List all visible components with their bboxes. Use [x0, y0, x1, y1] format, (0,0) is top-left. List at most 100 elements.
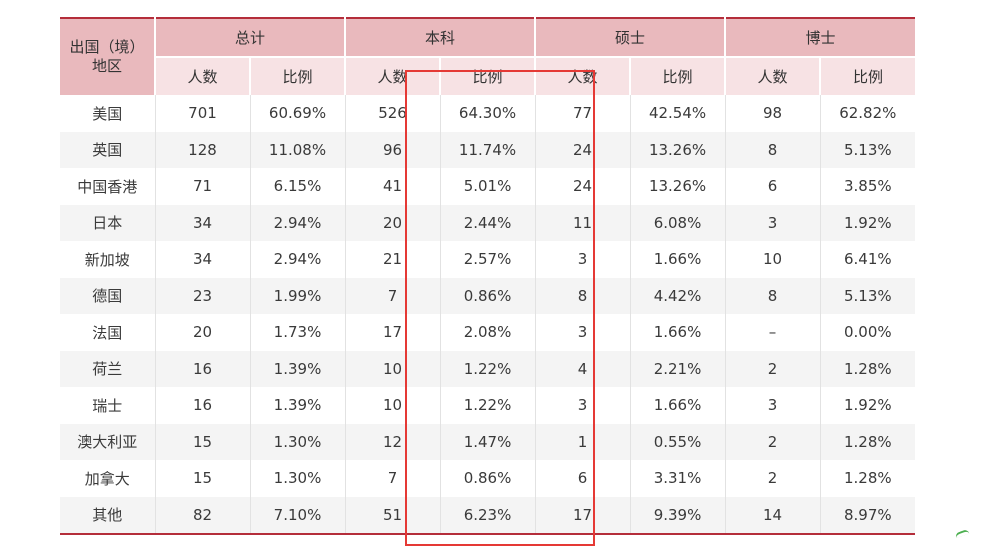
region-cell: 澳大利亚: [60, 423, 155, 460]
group-header-undergraduate: 本科: [344, 18, 536, 58]
ratio-cell: 2.08%: [439, 314, 536, 351]
count-cell: 8: [724, 277, 821, 314]
ratio-cell: 6.23%: [439, 496, 536, 534]
table-row: 瑞士 16 1.39% 10 1.22% 3 1.66% 3 1.92%: [60, 387, 916, 424]
count-cell: 17: [344, 314, 441, 351]
corner-header: 出国（境） 地区: [60, 18, 155, 95]
table-row: 法国 20 1.73% 17 2.08% 3 1.66% –0.00%: [60, 314, 916, 351]
count-cell: 128: [154, 131, 250, 168]
sub-header-count: 人数: [534, 57, 631, 95]
table-body: 美国 701 60.69% 526 64.30% 77 42.54% 98 62.82% 英国 12…: [60, 95, 916, 534]
count-cell: 8: [534, 277, 631, 314]
count-cell: 10: [344, 387, 441, 424]
ratio-cell: 62.82%: [819, 95, 916, 132]
count-cell: –: [724, 314, 821, 351]
count-cell: 12: [344, 423, 441, 460]
region-cell: 新加坡: [60, 241, 155, 278]
region-cell: 英国: [60, 131, 155, 168]
ratio-cell: 60.69%: [249, 95, 346, 132]
count-cell: 4: [534, 350, 631, 387]
count-cell: 6: [534, 460, 631, 497]
count-cell: 96: [344, 131, 441, 168]
count-cell: 11: [534, 204, 631, 241]
ratio-cell: 3.31%: [629, 460, 726, 497]
ratio-cell: 8.97%: [819, 496, 916, 534]
ratio-cell: 1.30%: [249, 460, 346, 497]
region-cell: 其他: [60, 496, 155, 534]
table-header: 出国（境） 地区 总计 本科 硕士 博士 人数 比例 人数 比例 人数 比例 人…: [60, 18, 916, 95]
ratio-cell: 42.54%: [629, 95, 726, 132]
sub-header-ratio: 比例: [248, 57, 346, 95]
sub-header-ratio: 比例: [629, 57, 726, 95]
ratio-cell: 1.39%: [249, 350, 346, 387]
ratio-cell: 1.47%: [439, 423, 536, 460]
count-cell: 17: [534, 496, 631, 534]
region-cell: 美国: [60, 95, 155, 132]
ratio-cell: 13.26%: [629, 168, 726, 205]
sub-header-count: 人数: [344, 57, 441, 95]
ratio-cell: 2.57%: [439, 241, 536, 278]
ratio-cell: 5.13%: [819, 131, 916, 168]
table-row: 中国香港 71 6.15% 41 5.01% 24 13.26% 6 3.85%: [60, 168, 916, 205]
table-row: 英国 128 11.08% 96 11.74% 24 13.26% 8 5.13%: [60, 131, 916, 168]
table-row: 美国 701 60.69% 526 64.30% 77 42.54% 98 62.82%: [60, 95, 916, 132]
region-cell: 德国: [60, 277, 155, 314]
group-header-master: 硕士: [534, 18, 726, 58]
table-row: 其他 82 7.10% 51 6.23% 17 9.39% 14 8.97%: [60, 496, 916, 534]
count-cell: 23: [154, 277, 250, 314]
ratio-cell: 11.08%: [249, 131, 346, 168]
region-cell: 加拿大: [60, 460, 155, 497]
study-abroad-region-table: 出国（境） 地区 总计 本科 硕士 博士 人数 比例 人数 比例 人数 比例 人…: [60, 17, 916, 535]
count-cell: 3: [724, 204, 821, 241]
count-cell: 1: [534, 423, 631, 460]
corner-header-line-2: 地区: [91, 57, 122, 75]
ratio-cell: 64.30%: [439, 95, 536, 132]
count-cell: 34: [154, 241, 250, 278]
ratio-cell: 3.85%: [819, 168, 916, 205]
count-cell: 20: [154, 314, 250, 351]
table-row: 新加坡 34 2.94% 21 2.57% 3 1.66% 10 6.41%: [60, 241, 916, 278]
ratio-cell: 1.66%: [629, 314, 726, 351]
ratio-cell: 4.42%: [629, 277, 726, 314]
group-header-doctor: 博士: [724, 18, 916, 58]
ratio-cell: 6.41%: [819, 241, 916, 278]
region-cell: 瑞士: [60, 387, 155, 424]
count-cell: 21: [344, 241, 441, 278]
count-cell: 15: [154, 423, 250, 460]
count-cell: 15: [154, 460, 250, 497]
region-cell: 中国香港: [60, 168, 155, 205]
ratio-cell: 13.26%: [629, 131, 726, 168]
ratio-cell: 1.99%: [249, 277, 346, 314]
count-cell: 51: [344, 496, 441, 534]
table-row: 加拿大 15 1.30% 7 0.86% 6 3.31% 2 1.28%: [60, 460, 916, 497]
ratio-cell: 2.94%: [249, 241, 346, 278]
ratio-cell: 7.10%: [249, 496, 346, 534]
ratio-cell: 1.66%: [629, 241, 726, 278]
count-cell: 20: [344, 204, 441, 241]
ratio-cell: 11.74%: [439, 131, 536, 168]
count-cell: 16: [154, 387, 250, 424]
ratio-cell: 5.13%: [819, 277, 916, 314]
count-cell: 24: [534, 131, 631, 168]
ratio-cell: 0.55%: [629, 423, 726, 460]
ratio-cell: 1.66%: [629, 387, 726, 424]
count-cell: 526: [344, 95, 441, 132]
count-cell: 16: [154, 350, 250, 387]
region-cell: 日本: [60, 204, 155, 241]
count-cell: 77: [534, 95, 631, 132]
ratio-cell: 1.39%: [249, 387, 346, 424]
sub-header-count: 人数: [724, 57, 821, 95]
ratio-cell: 6.15%: [249, 168, 346, 205]
region-cell: 荷兰: [60, 350, 155, 387]
table-row: 荷兰 16 1.39% 10 1.22% 4 2.21% 2 1.28%: [60, 350, 916, 387]
count-cell: 10: [344, 350, 441, 387]
ratio-cell: 1.30%: [249, 423, 346, 460]
ratio-cell: 2.21%: [629, 350, 726, 387]
ratio-cell: 1.22%: [439, 350, 536, 387]
header-row-sub: 人数 比例 人数 比例 人数 比例 人数 比例: [60, 57, 916, 95]
count-cell: 7: [344, 460, 441, 497]
count-cell: 3: [534, 387, 631, 424]
group-header-total: 总计: [153, 18, 346, 58]
ratio-cell: 1.28%: [819, 350, 916, 387]
count-cell: 41: [344, 168, 441, 205]
